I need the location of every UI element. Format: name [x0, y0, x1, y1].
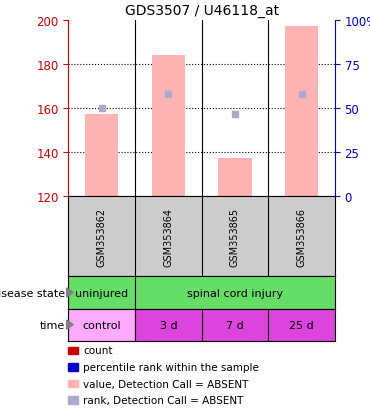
- Point: [299, 92, 305, 99]
- Text: 7 d: 7 d: [226, 320, 244, 330]
- Text: count: count: [83, 346, 113, 356]
- Text: percentile rank within the sample: percentile rank within the sample: [83, 362, 259, 372]
- Bar: [152, 56, 185, 196]
- Text: rank, Detection Call = ABSENT: rank, Detection Call = ABSENT: [83, 395, 243, 405]
- Text: value, Detection Call = ABSENT: value, Detection Call = ABSENT: [83, 379, 249, 389]
- Text: GSM353862: GSM353862: [97, 207, 107, 266]
- Text: disease state: disease state: [0, 288, 65, 298]
- Point: [99, 105, 105, 112]
- Bar: [68, 309, 135, 341]
- Text: 25 d: 25 d: [289, 320, 314, 330]
- Title: GDS3507 / U46118_at: GDS3507 / U46118_at: [125, 4, 279, 18]
- Bar: [135, 309, 202, 341]
- Text: GSM353864: GSM353864: [163, 207, 174, 266]
- Text: spinal cord injury: spinal cord injury: [187, 288, 283, 298]
- Text: time: time: [40, 320, 65, 330]
- Text: control: control: [83, 320, 121, 330]
- Bar: [218, 159, 252, 196]
- Point: [232, 112, 238, 118]
- Bar: [202, 309, 268, 341]
- Text: uninjured: uninjured: [75, 288, 128, 298]
- Text: 3 d: 3 d: [159, 320, 177, 330]
- Text: GSM353866: GSM353866: [296, 207, 307, 266]
- Bar: [268, 309, 335, 341]
- Bar: [285, 27, 318, 196]
- Bar: [85, 115, 118, 196]
- Text: GSM353865: GSM353865: [230, 207, 240, 266]
- Point: [165, 92, 171, 99]
